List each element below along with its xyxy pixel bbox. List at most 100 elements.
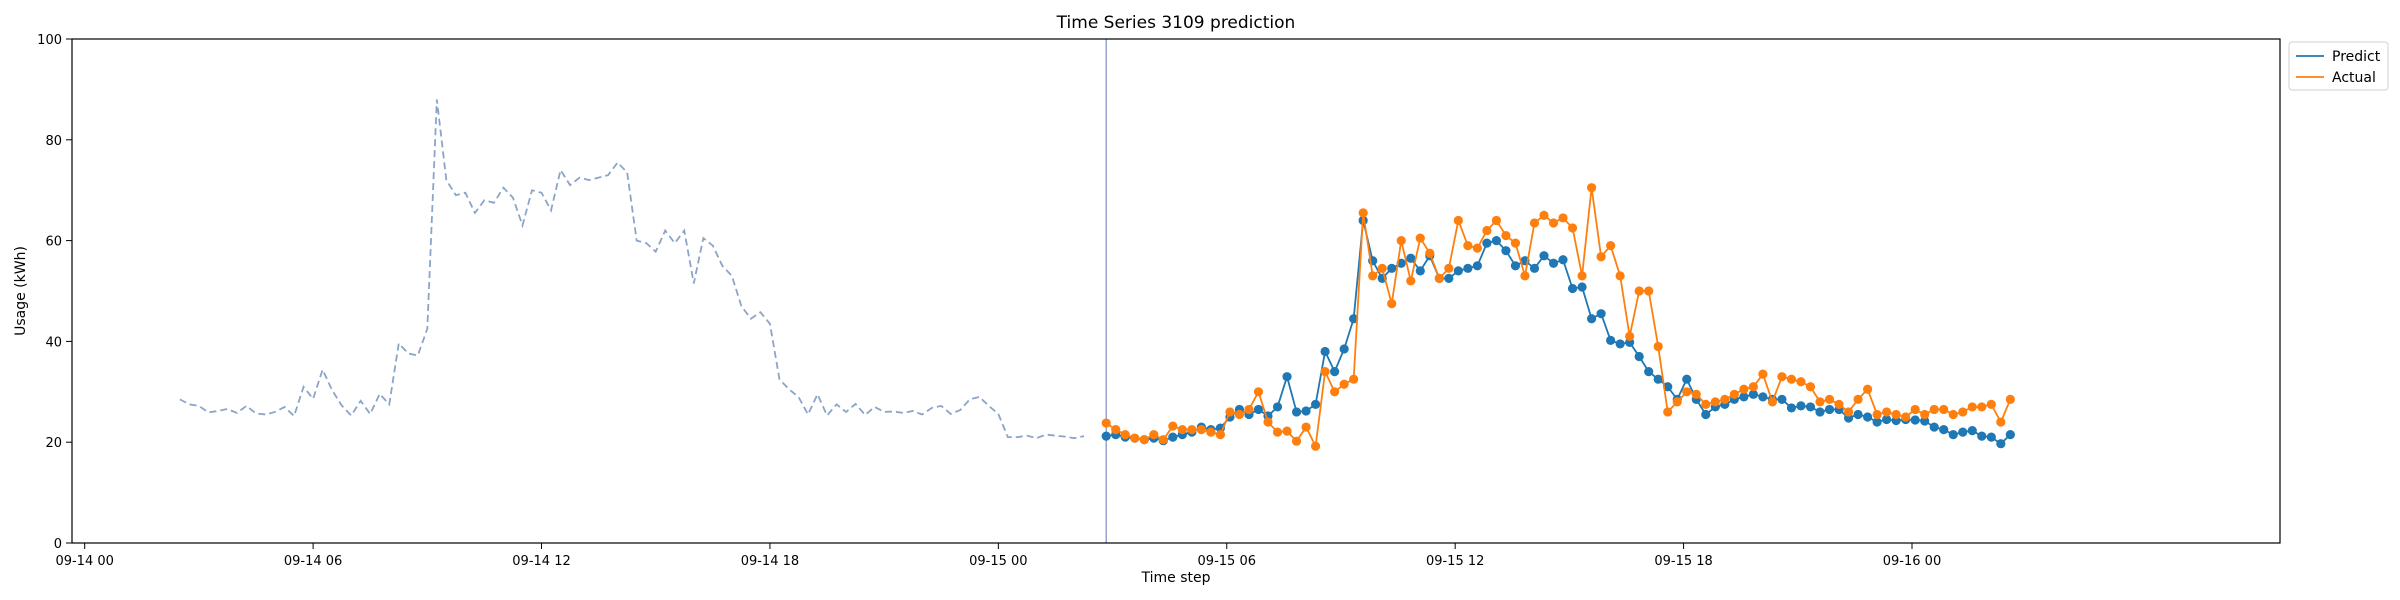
actual-point [1463, 241, 1473, 251]
x-tick-label: 09-14 18 [741, 554, 799, 569]
predict-point [1739, 392, 1749, 402]
predict-point [1663, 382, 1673, 392]
predict-point [1282, 372, 1292, 382]
legend: Predict Actual [2288, 41, 2389, 91]
actual-point [1158, 435, 1168, 445]
actual-point [1491, 215, 1502, 226]
actual-point [1653, 341, 1663, 352]
predict-point [1444, 273, 1454, 283]
predict-point [1977, 431, 1987, 441]
predict-point [1291, 407, 1302, 417]
actual-point [1862, 384, 1873, 394]
predict-point [1472, 261, 1482, 271]
y-axis: 0 20 40 60 80 100 [37, 33, 72, 552]
actual-point [1644, 286, 1654, 296]
predict-point [1577, 282, 1587, 292]
actual-point [1767, 397, 1778, 407]
predict-point [1958, 427, 1968, 437]
actual-point [1501, 230, 1511, 241]
actual-point [1729, 389, 1739, 399]
predict-point [1872, 417, 1882, 427]
actual-point [1358, 208, 1368, 218]
predict-point [1482, 238, 1492, 248]
predict-point [1929, 422, 1939, 432]
predict-point [1253, 404, 1264, 415]
actual-point [1244, 404, 1254, 415]
x-tick-label: 09-16 00 [1883, 554, 1941, 569]
predict-point [1529, 263, 1540, 273]
predict-point [1586, 314, 1597, 324]
actual-point [1748, 382, 1758, 392]
x-tick-label: 09-15 00 [969, 554, 1027, 569]
predict-point [1453, 266, 1463, 276]
actual-point [1920, 409, 1930, 420]
actual-point [1349, 374, 1359, 384]
actual-point [1196, 425, 1206, 435]
legend-actual-label: Actual [2332, 70, 2376, 86]
actual-point [1901, 412, 1911, 422]
actual-point [1786, 374, 1797, 384]
actual-point [1377, 263, 1387, 273]
predict-point [1567, 283, 1578, 294]
actual-point [2005, 394, 2015, 404]
actual-point [1634, 286, 1644, 296]
predict-point [1758, 392, 1768, 402]
predict-point [1596, 309, 1606, 319]
predict-point [1501, 246, 1511, 256]
actual-point [1406, 276, 1416, 286]
x-tick-label: 09-14 12 [512, 554, 570, 569]
actual-point [1234, 409, 1245, 420]
predict-point [1967, 426, 1977, 436]
y-tick-label: 80 [45, 134, 62, 149]
x-tick-label: 09-15 06 [1198, 554, 1256, 569]
predict-point [1644, 367, 1654, 377]
actual-point [1168, 421, 1178, 431]
predict-point [1796, 401, 1806, 411]
predict-point [1301, 406, 1311, 416]
predict-point [1320, 346, 1330, 357]
actual-point [1948, 409, 1958, 420]
actual-point [1215, 430, 1226, 440]
predict-point [1701, 409, 1711, 420]
actual-point [1548, 218, 1559, 228]
actual-point [1967, 402, 1977, 412]
actual-point [1720, 394, 1730, 404]
actual-point [1130, 433, 1140, 443]
predict-point [1862, 412, 1873, 422]
actual-point [1977, 402, 1987, 412]
actual-point [1891, 409, 1901, 420]
actual-point [1415, 233, 1425, 243]
actual-point [1444, 263, 1454, 273]
actual-point [1111, 425, 1121, 435]
actual-point [1996, 417, 2006, 427]
actual-point [1834, 399, 1844, 409]
predict-point [1310, 399, 1321, 409]
actual-point [1872, 409, 1882, 420]
actual-point [1472, 243, 1482, 253]
x-axis-label: Time step [1141, 570, 1211, 586]
predict-point [1653, 374, 1663, 384]
actual-point [1691, 389, 1701, 399]
predict-point [1387, 263, 1397, 273]
actual-point [1101, 418, 1111, 428]
actual-point [1986, 399, 1996, 409]
actual-point [1625, 331, 1635, 341]
history-line [179, 99, 1085, 440]
actual-point [1758, 369, 1768, 379]
actual-point [1539, 210, 1549, 220]
actual-point [1882, 407, 1892, 417]
predict-point [1406, 253, 1416, 263]
actual-point [1843, 407, 1854, 417]
x-tick-label: 09-15 12 [1426, 554, 1484, 569]
predict-point [1805, 402, 1816, 412]
actual-point [1596, 252, 1606, 262]
predict-point [1510, 261, 1521, 271]
actual-point [1815, 397, 1825, 407]
predict-point [1101, 431, 1111, 441]
y-axis-label: Usage (kWh) [13, 246, 29, 336]
actual-point [1606, 241, 1616, 251]
predict-point [1272, 402, 1283, 412]
predict-point [1491, 236, 1502, 246]
actual-point [1682, 387, 1692, 397]
